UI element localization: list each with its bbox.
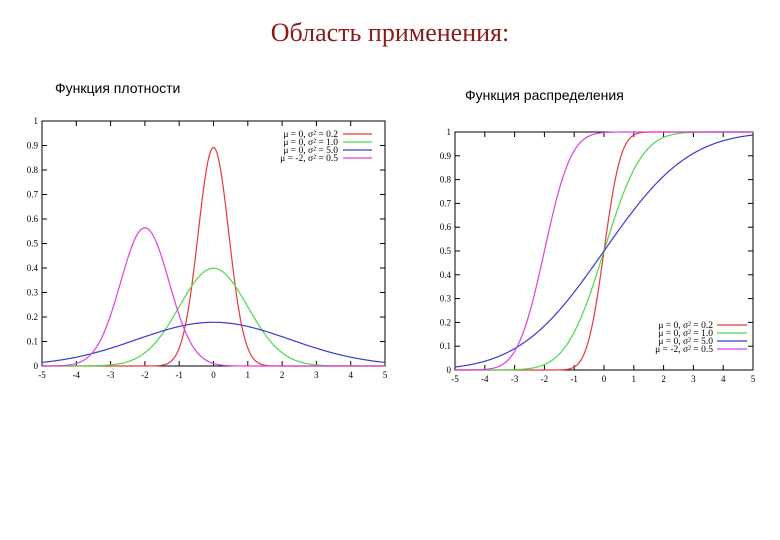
x-tick-label: 4 <box>721 374 726 384</box>
x-tick-label: -5 <box>38 370 46 380</box>
y-tick-label: 0 <box>34 361 39 371</box>
x-tick-label: -1 <box>570 374 578 384</box>
y-tick-label: 0.6 <box>440 222 452 232</box>
x-tick-label: 2 <box>280 370 285 380</box>
x-tick-label: 4 <box>348 370 353 380</box>
y-tick-label: 0.2 <box>27 312 38 322</box>
y-tick-label: 0 <box>447 365 452 375</box>
y-tick-label: 0.4 <box>440 270 452 280</box>
x-tick-label: -4 <box>481 374 489 384</box>
y-tick-label: 0.2 <box>440 317 451 327</box>
x-tick-label: 0 <box>602 374 607 384</box>
y-tick-label: 0.8 <box>440 175 452 185</box>
page-title: Область применения: <box>270 18 510 47</box>
x-tick-label: 3 <box>691 374 696 384</box>
x-tick-label: -4 <box>73 370 81 380</box>
y-tick-label: 0.9 <box>440 151 452 161</box>
x-tick-label: 2 <box>661 374 666 384</box>
y-tick-label: 0.3 <box>27 288 39 298</box>
series-line-1 <box>42 146 385 367</box>
x-tick-label: -3 <box>107 370 115 380</box>
y-tick-label: 0.4 <box>27 263 39 273</box>
series-line-3 <box>41 321 386 364</box>
x-tick-label: 1 <box>246 370 251 380</box>
y-tick-label: 1 <box>447 127 452 137</box>
cdf-chart: 0 0.1 0.2 0.3 0.4 0.5 0.6 0.7 0.8 0.9 1 -5 -4 -3 -2 -1 0… <box>440 127 756 384</box>
x-tick-label: -2 <box>541 374 549 384</box>
pdf-chart-subtitle: Функция плотности <box>55 80 181 96</box>
y-tick-label: 0.5 <box>27 239 39 249</box>
cdf-chart-subtitle: Функция распределения <box>465 87 624 103</box>
legend-label-3: μ = 0, σ² = 5.0 <box>283 146 338 156</box>
x-tick-label: -3 <box>511 374 519 384</box>
y-tick-label: 0.1 <box>440 341 451 351</box>
y-tick-label: 0.6 <box>27 214 39 224</box>
x-tick-label: -2 <box>141 370 149 380</box>
legend-label-1: μ = 0, σ² = 0.2 <box>283 130 338 140</box>
y-tick-label: 0.3 <box>440 294 452 304</box>
x-tick-label: -1 <box>175 370 183 380</box>
legend-label-2: μ = 0, σ² = 1.0 <box>283 138 338 148</box>
series-line-4 <box>42 227 385 367</box>
y-tick-label: 0.7 <box>27 190 39 200</box>
x-tick-label: 0 <box>211 370 216 380</box>
y-tick-label: 0.7 <box>440 198 452 208</box>
legend-label-3: μ = 0, σ² = 5.0 <box>658 337 713 347</box>
y-tick-label: 0.1 <box>27 337 38 347</box>
y-tick-label: 0.8 <box>27 165 39 175</box>
x-tick-label: 5 <box>751 374 756 384</box>
legend-label-4: μ = -2, σ² = 0.5 <box>655 345 713 355</box>
y-tick-label: 0.9 <box>27 141 39 151</box>
x-tick-label: 5 <box>383 370 388 380</box>
series-line-3 <box>454 134 754 368</box>
x-tick-label: 1 <box>632 374 637 384</box>
legend-label-2: μ = 0, σ² = 1.0 <box>658 329 713 339</box>
x-tick-label: 3 <box>314 370 319 380</box>
y-tick-label: 0.5 <box>440 246 452 256</box>
legend-label-1: μ = 0, σ² = 0.2 <box>658 321 713 331</box>
legend-label-4: μ = -2, σ² = 0.5 <box>280 154 338 164</box>
pdf-chart: 0 0.1 0.2 0.3 0.4 0.5 0.6 0.7 0.8 0.9 1 -5 -4 -3 -2 -1 0… <box>27 116 388 380</box>
series-line-4 <box>455 131 753 371</box>
y-tick-label: 1 <box>34 116 39 126</box>
x-tick-label: -5 <box>451 374 459 384</box>
